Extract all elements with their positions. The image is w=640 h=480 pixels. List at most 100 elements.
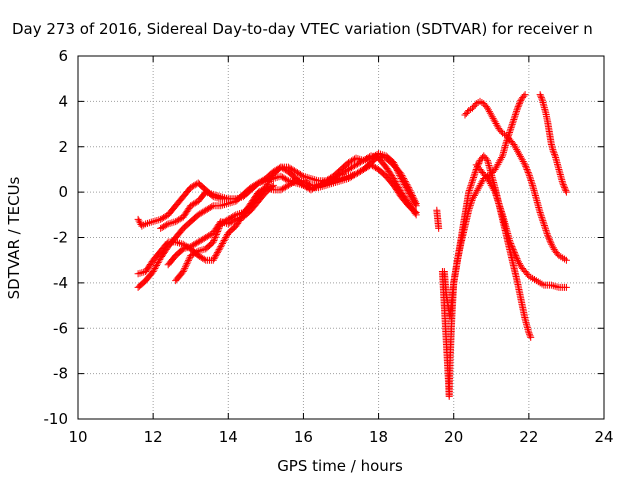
data-point: [512, 109, 520, 117]
data-point: [268, 173, 276, 181]
data-point: [264, 181, 272, 189]
data-point: [161, 222, 169, 230]
data-point: [313, 176, 321, 184]
series-5: [157, 188, 240, 232]
data-point: [206, 231, 214, 239]
data-point: [470, 174, 478, 182]
data-point: [527, 176, 535, 184]
data-point: [510, 247, 518, 255]
data-point: [283, 182, 291, 190]
data-point: [147, 218, 155, 226]
data-point: [551, 282, 559, 290]
data-point: [537, 210, 545, 218]
y-tick-label: -2: [53, 229, 68, 247]
data-point: [408, 194, 416, 202]
data-point: [514, 103, 522, 111]
data-point: [525, 170, 533, 178]
chart-title: Day 273 of 2016, Sidereal Day-to-day VTE…: [12, 20, 593, 38]
data-point: [508, 122, 516, 130]
data-point: [515, 101, 523, 109]
data-point: [466, 183, 474, 191]
data-point: [390, 160, 398, 168]
data-point: [494, 198, 502, 206]
data-point: [498, 209, 506, 217]
data-point: [539, 217, 547, 225]
data-point: [218, 240, 226, 248]
data-point: [187, 243, 195, 251]
data-point: [187, 184, 195, 192]
data-point: [543, 228, 551, 236]
data-point: [536, 91, 544, 99]
data-point: [405, 188, 413, 196]
data-point: [395, 170, 403, 178]
data-point: [160, 214, 168, 222]
data-point: [516, 98, 524, 106]
data-point: [355, 168, 363, 176]
data-point: [309, 175, 317, 183]
data-point: [512, 252, 520, 260]
data-point: [551, 150, 559, 158]
data-point: [182, 261, 190, 269]
data-point: [191, 249, 199, 257]
data-point: [475, 158, 483, 166]
data-point: [466, 203, 474, 211]
data-point: [253, 180, 261, 188]
data-point: [561, 184, 569, 192]
data-point: [509, 246, 517, 254]
data-point: [411, 200, 419, 208]
data-point: [498, 154, 506, 162]
data-point: [562, 187, 570, 195]
data-point: [200, 234, 208, 242]
data-point: [541, 225, 549, 233]
data-point: [507, 124, 515, 132]
data-point: [547, 281, 555, 289]
data-point: [404, 187, 412, 195]
data-point: [411, 207, 419, 215]
data-point: [544, 231, 552, 239]
data-point: [267, 175, 275, 183]
y-tick-label: 4: [58, 92, 68, 110]
data-point: [525, 172, 533, 180]
data-point: [266, 176, 274, 184]
data-point: [265, 178, 273, 186]
data-point: [302, 179, 310, 187]
data-point: [553, 283, 561, 291]
series-11: [536, 91, 570, 196]
data-point: [277, 186, 285, 194]
data-point: [497, 206, 505, 214]
data-point: [206, 204, 214, 212]
data-point: [410, 197, 418, 205]
data-point: [435, 224, 443, 232]
data-point: [468, 197, 476, 205]
data-point: [491, 188, 499, 196]
data-point: [307, 175, 315, 183]
data-point: [149, 218, 157, 226]
data-point: [494, 196, 502, 204]
data-point: [161, 213, 169, 221]
data-point: [187, 202, 195, 210]
x-tick-label: 22: [519, 428, 538, 446]
data-point: [296, 170, 304, 178]
series-4: [164, 181, 277, 269]
data-point: [211, 253, 219, 261]
data-point: [151, 265, 159, 273]
data-point: [514, 104, 522, 112]
data-point: [508, 243, 516, 251]
y-tick-label: 2: [58, 138, 68, 156]
data-point: [264, 179, 272, 187]
data-point: [188, 251, 196, 259]
data-point: [507, 125, 515, 133]
data-point: [196, 253, 204, 261]
data-point: [542, 226, 550, 234]
data-point: [546, 236, 554, 244]
data-point: [325, 175, 333, 183]
data-point: [540, 220, 548, 228]
data-point: [202, 206, 210, 214]
data-point: [326, 174, 334, 182]
data-point: [397, 175, 405, 183]
data-point: [280, 184, 288, 192]
data-point: [370, 152, 378, 160]
data-point: [216, 244, 224, 252]
data-point: [343, 166, 351, 174]
data-point: [561, 185, 569, 193]
